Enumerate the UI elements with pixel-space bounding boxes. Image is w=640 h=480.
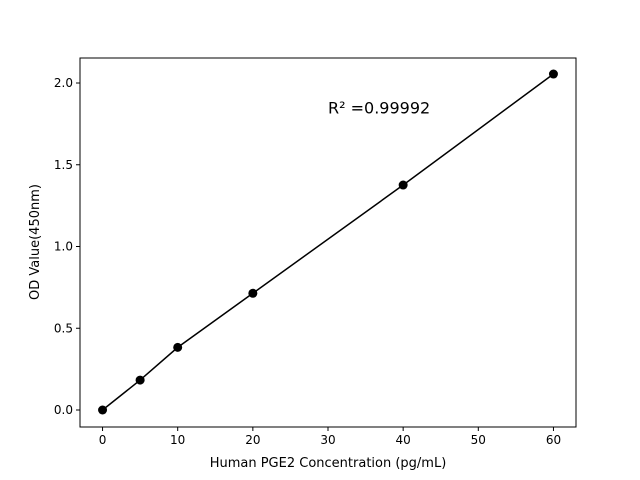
y-tick-label: 2.0 [54, 76, 73, 90]
y-axis-label: OD Value(450nm) [28, 184, 43, 300]
data-point [98, 405, 108, 415]
r-squared-annotation: R² =0.99992 [328, 99, 430, 118]
series-line [102, 73, 554, 411]
data-point [135, 375, 145, 385]
y-tick-label: 1.5 [54, 158, 73, 172]
x-tick-label: 60 [546, 433, 561, 447]
data-point [398, 180, 408, 190]
y-tick-label: 0.5 [54, 321, 73, 335]
x-tick-label: 20 [245, 433, 260, 447]
x-tick-label: 0 [99, 433, 107, 447]
data-point [248, 288, 258, 298]
x-tick-label: 50 [471, 433, 486, 447]
y-tick-label: 0.0 [54, 403, 73, 417]
x-tick-label: 40 [396, 433, 411, 447]
x-axis-label: Human PGE2 Concentration (pg/mL) [210, 456, 447, 471]
x-tick-label: 30 [320, 433, 335, 447]
y-tick-label: 1.0 [54, 240, 73, 254]
data-point [548, 69, 558, 79]
data-point [173, 342, 183, 352]
x-tick-label: 10 [170, 433, 185, 447]
